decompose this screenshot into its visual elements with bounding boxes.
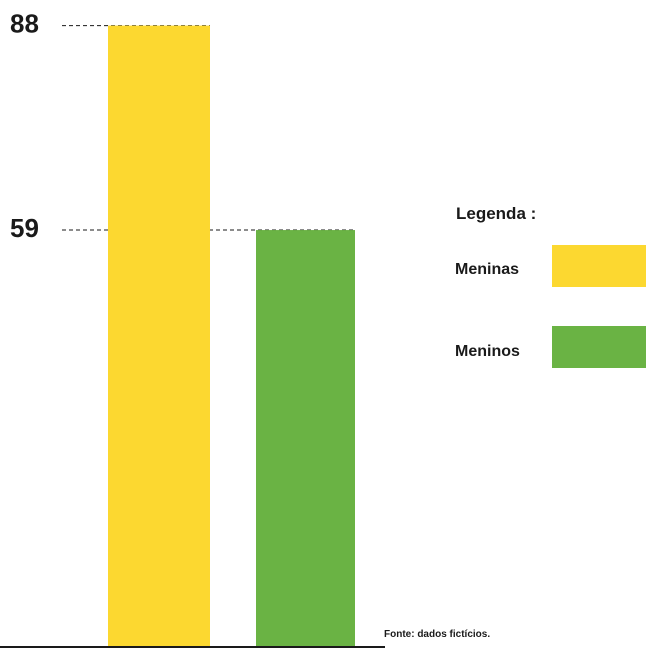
y-tick-label: 88 <box>10 8 39 38</box>
legend-swatch-meninas <box>552 245 646 287</box>
legend-title: Legenda : <box>456 204 536 223</box>
bar-meninas <box>108 25 210 647</box>
legend-swatch-meninos <box>552 326 646 368</box>
source-note: Fonte: dados fictícios. <box>384 629 490 640</box>
bar-meninos <box>256 230 355 647</box>
legend-label-meninos: Meninos <box>455 343 520 360</box>
legend-label-meninas: Meninas <box>455 261 519 278</box>
legend: Legenda : Meninas Meninos <box>455 204 646 368</box>
y-tick-label: 59 <box>10 213 39 243</box>
